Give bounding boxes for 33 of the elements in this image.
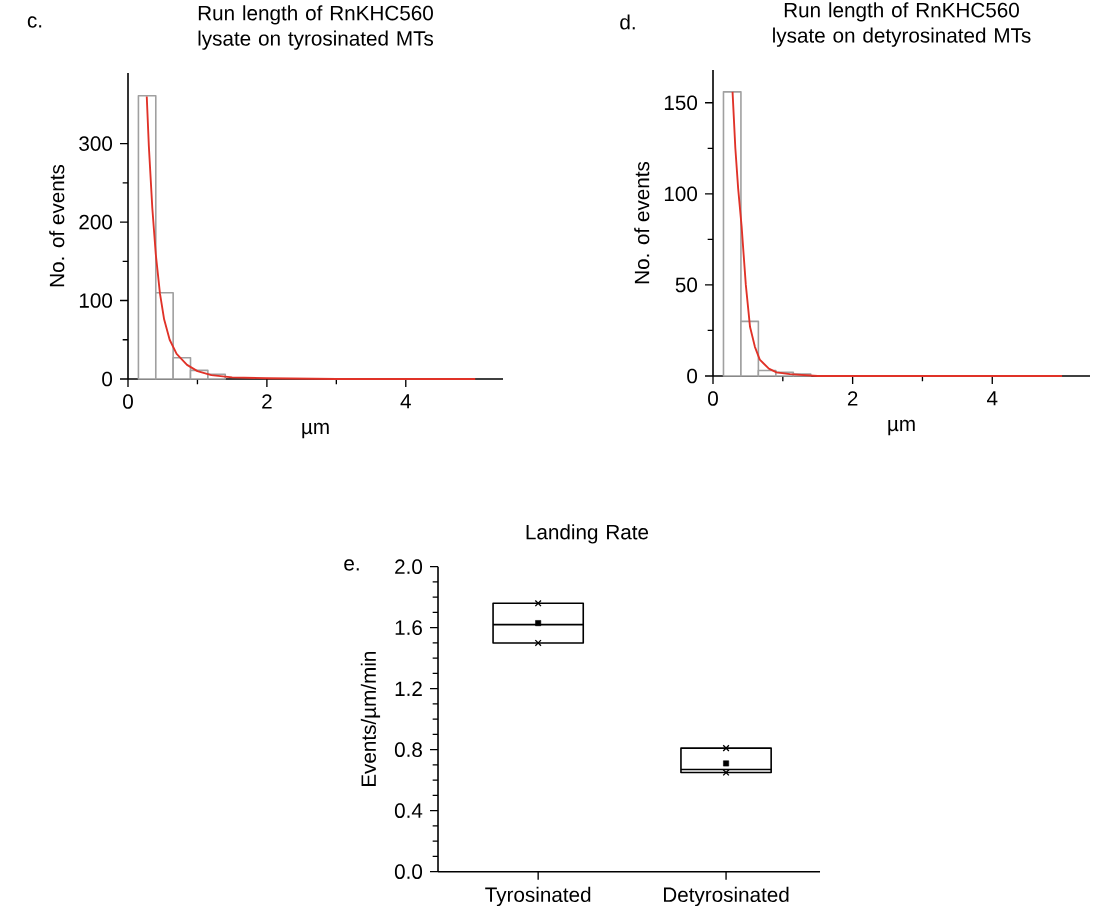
x-tick-label: 2 [847, 391, 858, 406]
x-tick-label: Detyrosinated [664, 886, 789, 907]
y-tick-label: 0.0 [394, 864, 423, 880]
x-tick-label: Tyrosinated [485, 886, 591, 907]
x-tick-label: 0 [708, 391, 718, 406]
y-tick-label: 300 [79, 136, 113, 151]
chart-title: Run length of RnKHC560 lysate on detyrosinated MTs [773, 2, 1031, 47]
chart-title: Run length of RnKHC560 lysate on tyrosinated MTs [198, 5, 434, 50]
y-tick-label: 100 [664, 186, 698, 202]
y-axis-title: No. of events [634, 161, 650, 284]
text: e. [344, 559, 359, 571]
y-tick-label: 0.8 [394, 742, 422, 758]
y-tick-label: 0.4 [394, 803, 423, 819]
x-tick-label: 4 [400, 394, 411, 409]
text: c. [27, 16, 42, 28]
y-axis-title: Events/µm/min [360, 652, 381, 787]
y-tick-label: 0 [687, 368, 698, 384]
text: d. [620, 14, 635, 30]
x-tick-label: 4 [987, 391, 998, 406]
chart-title: Landing Rate [526, 524, 649, 544]
y-tick-label: 50 [675, 277, 698, 293]
y-tick-label: 150 [664, 95, 698, 111]
y-tick-label: 0 [102, 371, 113, 387]
x-axis-title: µm [302, 422, 329, 439]
x-tick-label: 0 [123, 394, 133, 409]
y-tick-label: 200 [79, 214, 113, 230]
y-tick-label: 2.0 [395, 559, 423, 575]
y-tick-label: 100 [79, 293, 113, 308]
y-tick-label: 1.6 [395, 620, 422, 636]
x-axis-title: µm [888, 419, 915, 436]
y-tick-label: 1.2 [395, 681, 422, 696]
x-tick-label: 2 [262, 394, 272, 409]
y-axis-title: No. of events [49, 164, 65, 287]
